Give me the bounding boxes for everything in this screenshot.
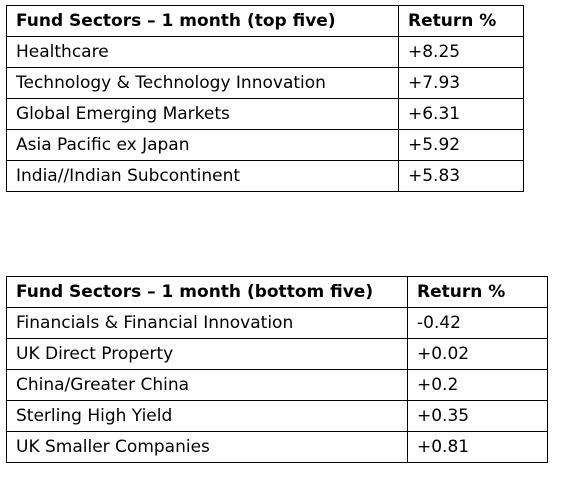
return-cell: +7.93 <box>398 67 524 99</box>
return-column-header: Return % <box>407 276 548 308</box>
sector-column-header: Fund Sectors – 1 month (bottom five) <box>6 276 408 308</box>
table-row: India//Indian Subcontinent +5.83 <box>6 160 524 192</box>
return-cell: +0.2 <box>407 369 548 401</box>
sector-cell: India//Indian Subcontinent <box>6 160 399 192</box>
table-row: Technology & Technology Innovation +7.93 <box>6 67 524 99</box>
sector-cell: China/Greater China <box>6 369 408 401</box>
return-cell: -0.42 <box>407 307 548 339</box>
table-row: Asia Pacific ex Japan +5.92 <box>6 129 524 161</box>
sector-cell: Financials & Financial Innovation <box>6 307 408 339</box>
return-cell: +8.25 <box>398 36 524 68</box>
sector-cell: Healthcare <box>6 36 399 68</box>
table-row: Sterling High Yield +0.35 <box>6 400 548 432</box>
return-cell: +0.02 <box>407 338 548 370</box>
table-row: Global Emerging Markets +6.31 <box>6 98 524 130</box>
return-cell: +5.92 <box>398 129 524 161</box>
sector-cell: Asia Pacific ex Japan <box>6 129 399 161</box>
table-row: UK Direct Property +0.02 <box>6 338 548 370</box>
table-header-row: Fund Sectors – 1 month (top five) Return… <box>6 5 524 37</box>
return-cell: +0.81 <box>407 431 548 463</box>
sector-cell: UK Smaller Companies <box>6 431 408 463</box>
sector-column-header: Fund Sectors – 1 month (top five) <box>6 5 399 37</box>
sector-cell: Technology & Technology Innovation <box>6 67 399 99</box>
return-column-header: Return % <box>398 5 524 37</box>
return-cell: +6.31 <box>398 98 524 130</box>
sector-cell: UK Direct Property <box>6 338 408 370</box>
sector-cell: Sterling High Yield <box>6 400 408 432</box>
top-five-sectors-table: Fund Sectors – 1 month (top five) Return… <box>6 5 524 192</box>
return-cell: +0.35 <box>407 400 548 432</box>
sector-cell: Global Emerging Markets <box>6 98 399 130</box>
table-row: Healthcare +8.25 <box>6 36 524 68</box>
table-row: China/Greater China +0.2 <box>6 369 548 401</box>
bottom-five-sectors-table: Fund Sectors – 1 month (bottom five) Ret… <box>6 276 548 463</box>
table-row: UK Smaller Companies +0.81 <box>6 431 548 463</box>
return-cell: +5.83 <box>398 160 524 192</box>
table-header-row: Fund Sectors – 1 month (bottom five) Ret… <box>6 276 548 308</box>
table-row: Financials & Financial Innovation -0.42 <box>6 307 548 339</box>
